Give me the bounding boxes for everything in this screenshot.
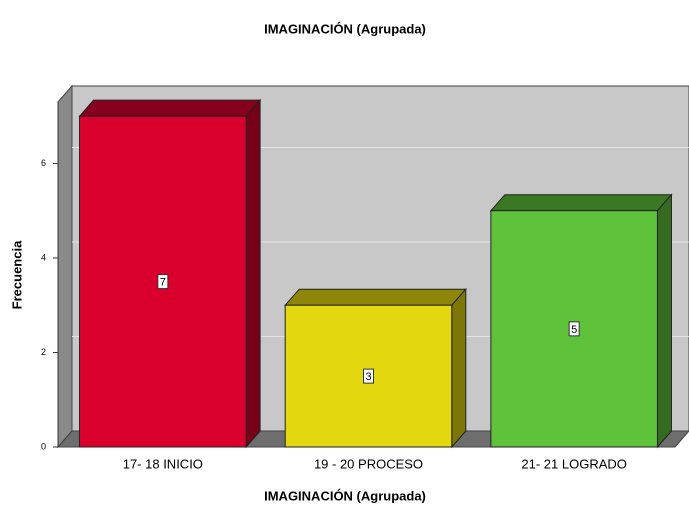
side-wall: [57, 84, 73, 449]
y-tick-label: 6: [41, 158, 46, 168]
y-tick-label: 4: [41, 252, 46, 262]
x-tick-label: 17- 18 INICIO: [123, 456, 203, 471]
chart-title: IMAGINACIÓN (Agrupada): [264, 21, 426, 36]
y-tick-label: 0: [41, 441, 46, 451]
bar-top: [284, 288, 467, 306]
value-label-box: [157, 274, 169, 290]
x-axis-title: IMAGINACIÓN (Agrupada): [264, 488, 426, 503]
value-label: 5: [571, 324, 577, 336]
value-label: 7: [160, 276, 166, 288]
y-axis-title: Frecuencia: [9, 240, 24, 309]
x-tick-label: 21- 21 LOGRADO: [521, 456, 627, 471]
x-tick-label: 19 - 20 PROCESO: [314, 456, 423, 471]
value-label-box: [363, 368, 374, 384]
value-label: 3: [365, 371, 371, 383]
bar-side: [245, 98, 261, 449]
value-label-box: [568, 321, 580, 337]
y-tick-label: 2: [41, 347, 46, 357]
bar-top: [78, 99, 262, 117]
bar-side: [656, 193, 672, 449]
bar-side: [451, 287, 467, 449]
bar-top: [489, 194, 673, 212]
